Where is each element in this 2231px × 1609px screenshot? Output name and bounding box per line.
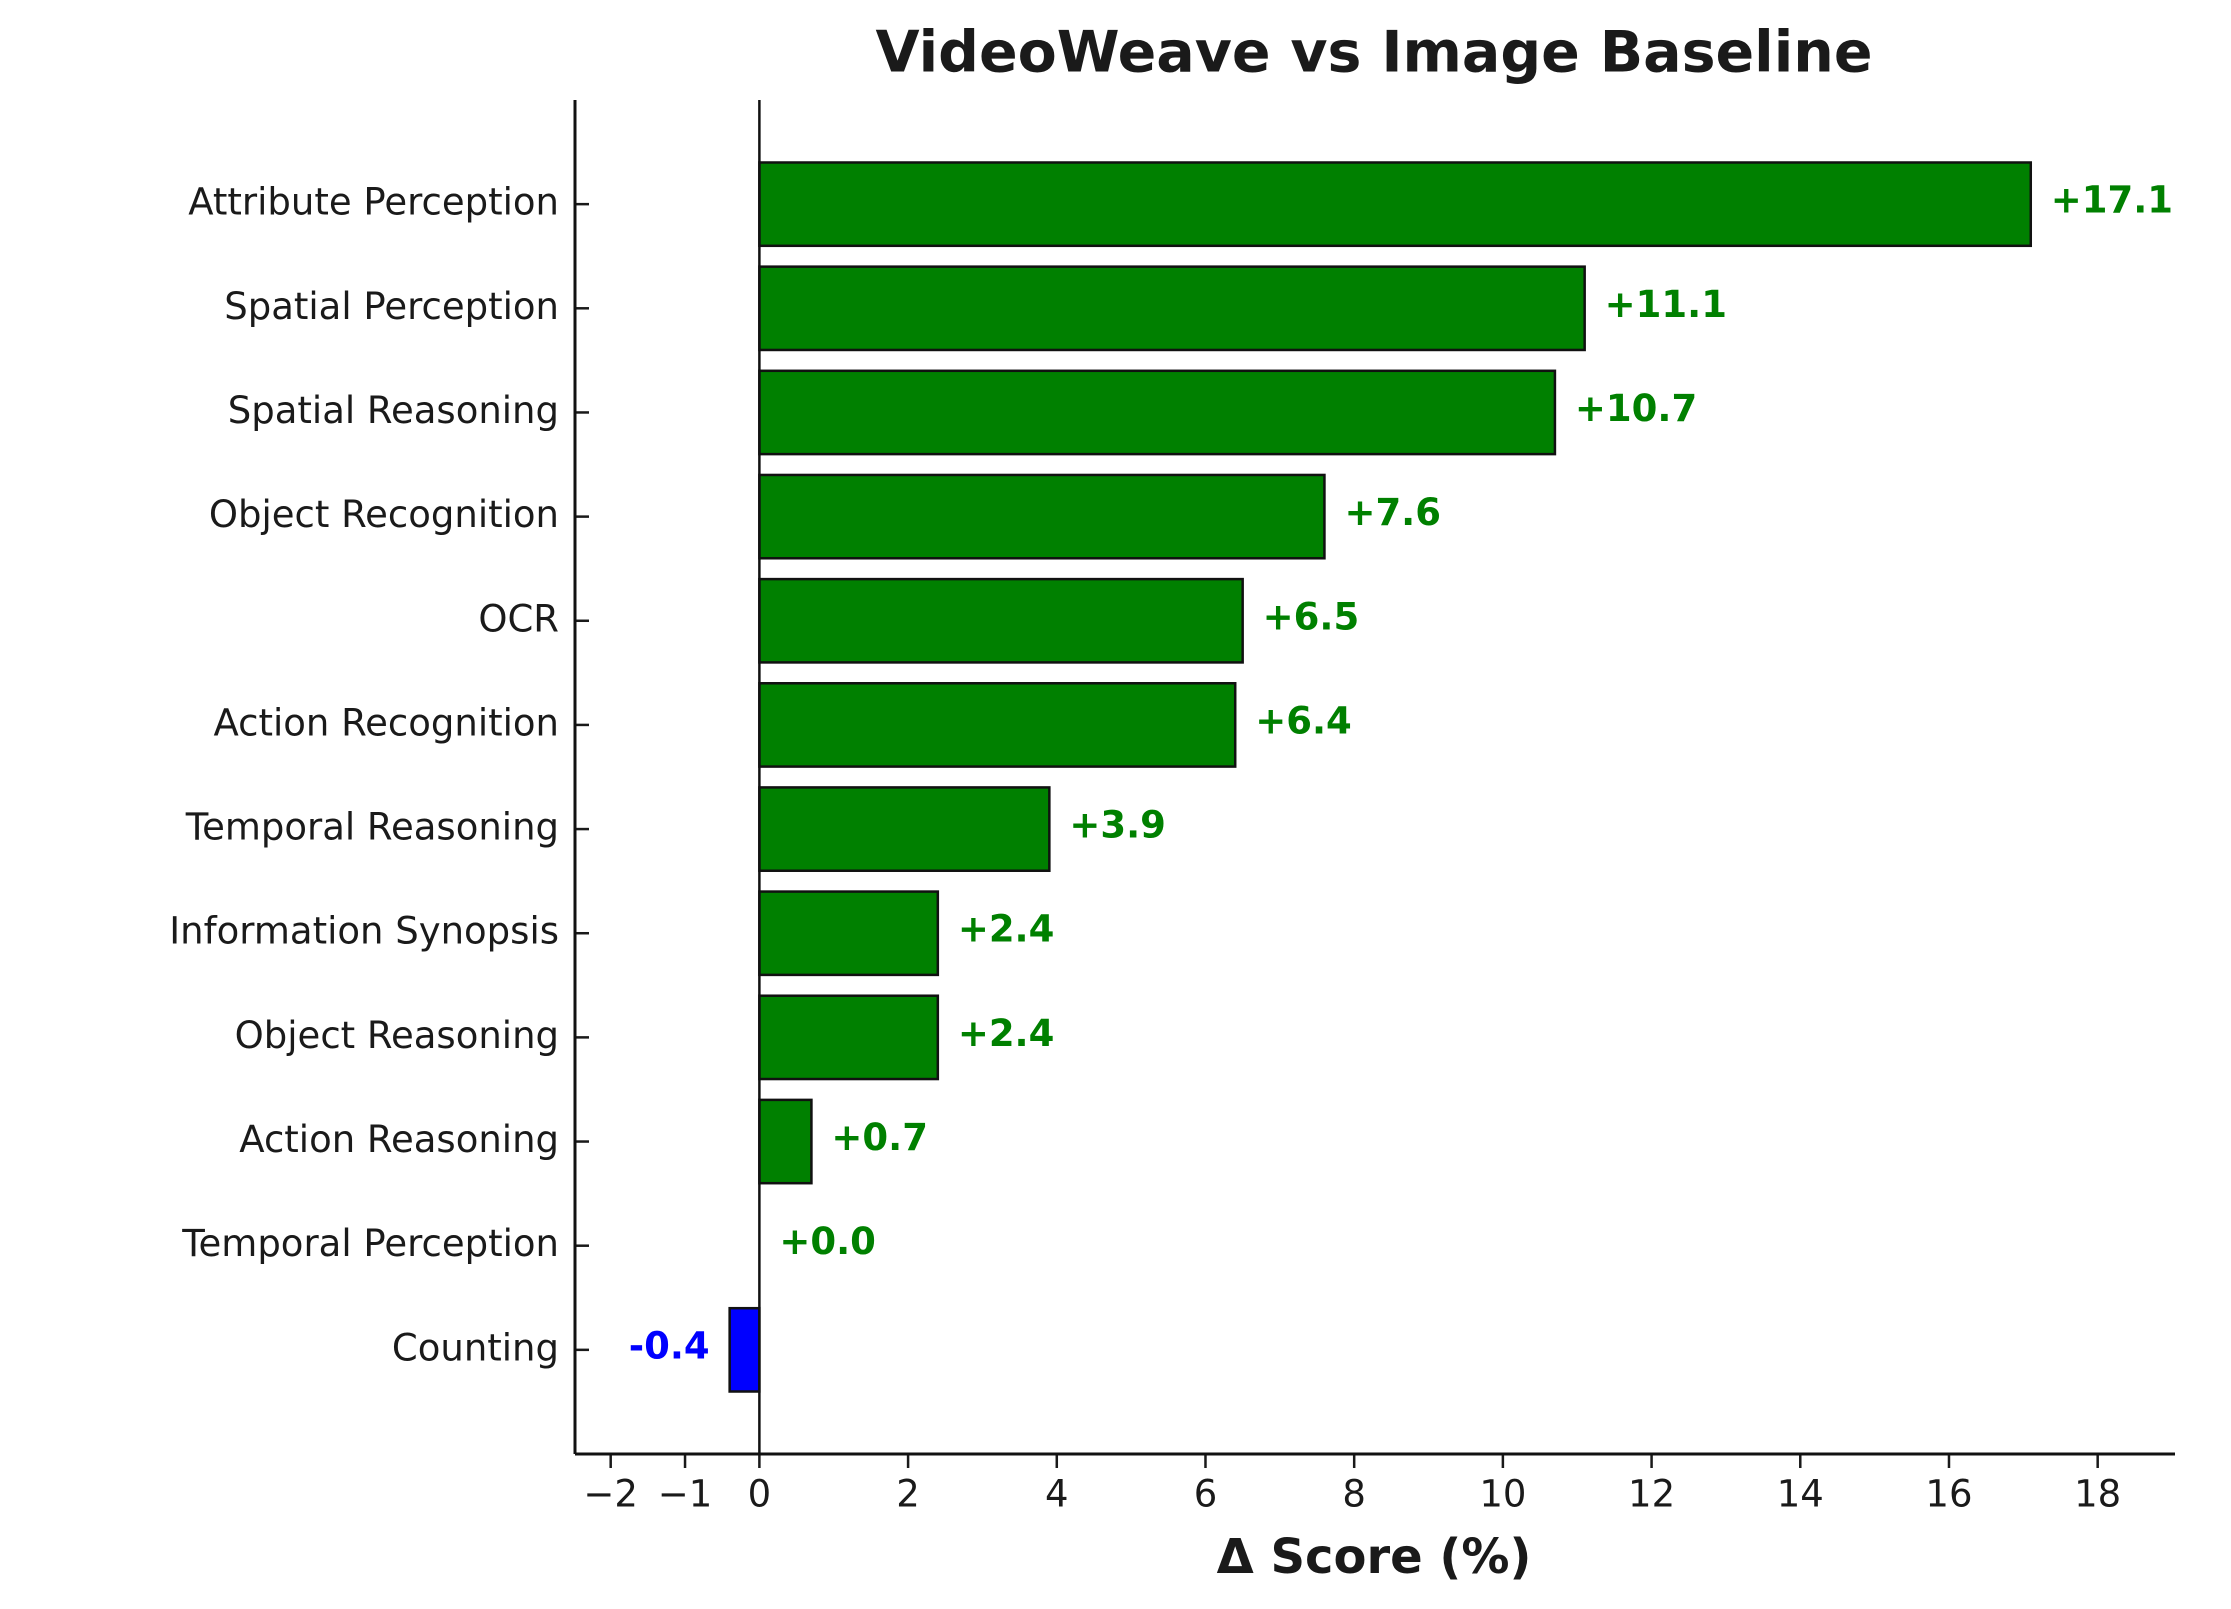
y-tick-label: Object Reasoning xyxy=(235,1014,559,1057)
x-tick-label: 4 xyxy=(1045,1473,1069,1516)
x-tick-label: 14 xyxy=(1777,1473,1824,1516)
bar xyxy=(758,682,1237,768)
value-label: +17.1 xyxy=(2051,179,2173,222)
x-tick-label: 16 xyxy=(1925,1473,1972,1516)
x-tick-label: −1 xyxy=(658,1473,713,1516)
value-label: +0.7 xyxy=(831,1116,928,1159)
value-label: +11.1 xyxy=(1605,283,1727,326)
y-tick-label: Attribute Perception xyxy=(188,181,559,224)
value-label: +6.5 xyxy=(1263,595,1360,638)
value-label: +10.7 xyxy=(1575,387,1697,430)
value-label: +6.4 xyxy=(1255,699,1352,742)
y-tick-label: Object Recognition xyxy=(209,493,559,536)
x-tick-label: 10 xyxy=(1479,1473,1526,1516)
y-tick-label: Spatial Perception xyxy=(224,285,559,328)
x-tick-label: 6 xyxy=(1194,1473,1218,1516)
value-label: +2.4 xyxy=(958,908,1055,951)
bar xyxy=(728,1306,761,1393)
x-tick-label: 12 xyxy=(1628,1473,1675,1516)
y-tick-label: Counting xyxy=(392,1326,559,1369)
y-tick-label: Spatial Reasoning xyxy=(228,389,559,432)
bar xyxy=(758,1098,813,1185)
bar xyxy=(758,265,1586,352)
y-tick-label: OCR xyxy=(478,597,559,640)
bar xyxy=(758,890,940,977)
chart-title: VideoWeave vs Image Baseline xyxy=(876,20,1873,86)
x-tick-label: 0 xyxy=(748,1473,772,1516)
value-label: +3.9 xyxy=(1069,804,1166,847)
y-tick-label: Action Recognition xyxy=(213,701,559,744)
value-label: -0.4 xyxy=(629,1324,710,1367)
y-tick-label: Information Synopsis xyxy=(169,910,559,953)
bar xyxy=(758,161,2033,248)
y-tick-label: Temporal Reasoning xyxy=(185,806,559,849)
bar xyxy=(758,369,1557,456)
x-tick-label: −2 xyxy=(583,1473,638,1516)
value-label: +7.6 xyxy=(1344,491,1441,534)
value-label: +2.4 xyxy=(958,1012,1055,1055)
y-tick-label: Action Reasoning xyxy=(239,1118,559,1161)
bar xyxy=(758,473,1326,560)
x-tick-label: 18 xyxy=(2074,1473,2121,1516)
bar xyxy=(758,994,940,1081)
y-tick-label: Temporal Perception xyxy=(181,1222,559,1265)
x-tick-label: 8 xyxy=(1342,1473,1366,1516)
x-axis-label: Δ Score (%) xyxy=(1217,1529,1532,1585)
bar xyxy=(758,786,1051,872)
value-label: +0.0 xyxy=(779,1220,876,1263)
x-tick-label: 2 xyxy=(896,1473,920,1516)
bar xyxy=(758,577,1244,664)
